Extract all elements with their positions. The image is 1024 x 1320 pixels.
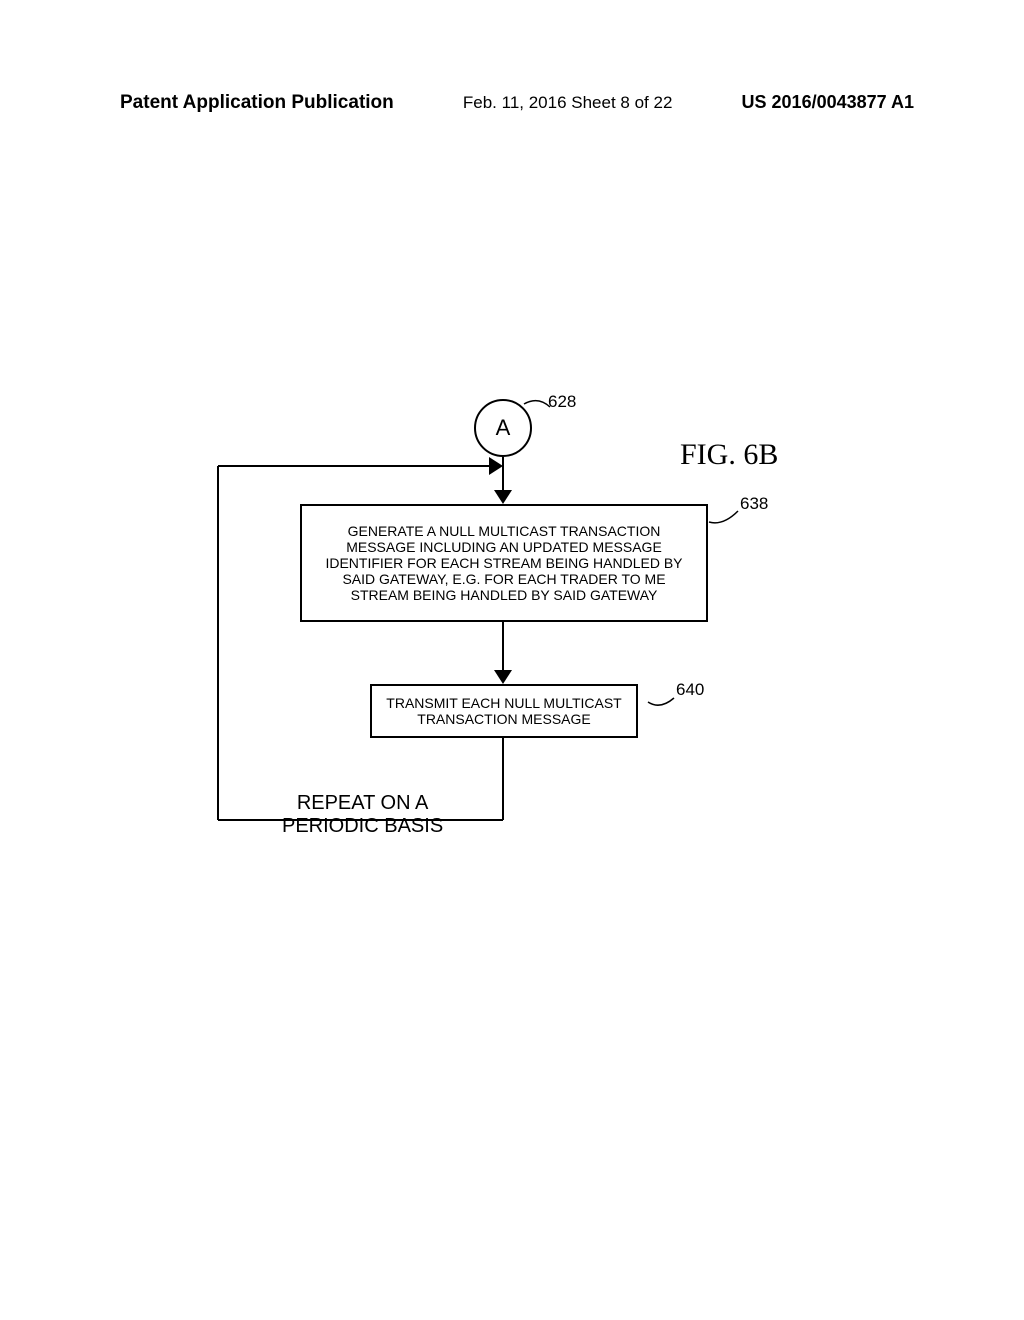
header-right: US 2016/0043877 A1: [742, 92, 914, 113]
arrows-overlay: [0, 0, 1024, 1320]
page: Patent Application Publication Feb. 11, …: [0, 0, 1024, 1320]
box-transmit-text: TRANSMIT EACH NULL MULTICAST TRANSACTION…: [382, 695, 626, 727]
header-left: Patent Application Publication: [120, 92, 394, 114]
connector-a: A: [474, 399, 532, 457]
repeat-label: REPEAT ON A PERIODIC BASIS: [282, 792, 443, 838]
ref-638: 638: [740, 494, 768, 514]
box-generate-text: GENERATE A NULL MULTICAST TRANSACTION ME…: [312, 523, 696, 603]
repeat-line1: REPEAT ON A: [282, 792, 443, 815]
header: Patent Application Publication Feb. 11, …: [0, 92, 1024, 114]
ref-628: 628: [548, 392, 576, 412]
box-generate-null-multicast: GENERATE A NULL MULTICAST TRANSACTION ME…: [300, 504, 708, 622]
header-center: Feb. 11, 2016 Sheet 8 of 22: [463, 93, 673, 113]
ref-640: 640: [676, 680, 704, 700]
connector-a-label: A: [496, 415, 511, 441]
figure-label: FIG. 6B: [680, 438, 778, 472]
repeat-line2: PERIODIC BASIS: [282, 815, 443, 838]
box-transmit-null-multicast: TRANSMIT EACH NULL MULTICAST TRANSACTION…: [370, 684, 638, 738]
